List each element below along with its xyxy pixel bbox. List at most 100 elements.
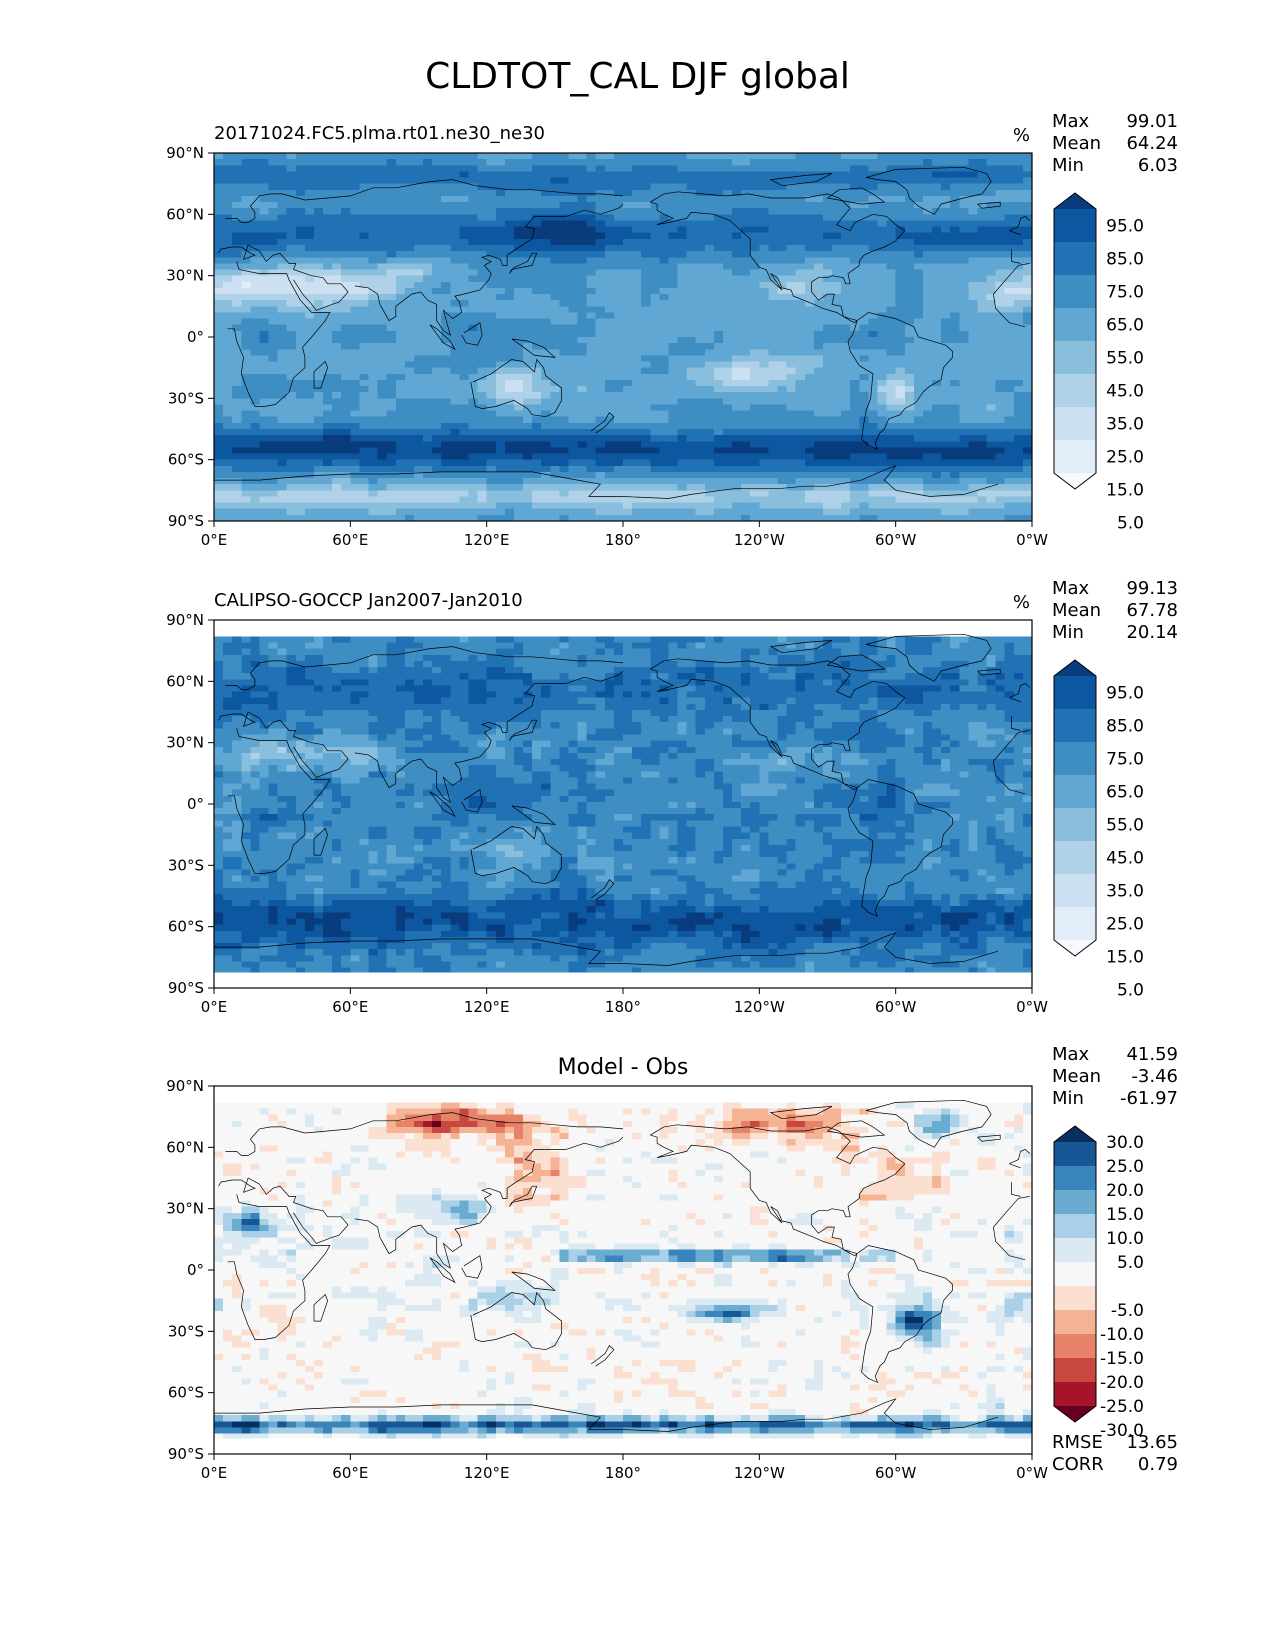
heatmap-cell (1004, 189, 1015, 197)
heatmap-cell (550, 392, 560, 399)
heatmap-cell (804, 324, 815, 332)
heatmap-cell (432, 232, 442, 240)
heatmap-cell (695, 318, 706, 326)
heatmap-cell (523, 453, 533, 461)
heatmap-cell (968, 355, 979, 363)
heatmap-cell (350, 343, 361, 350)
heatmap-cell (504, 251, 515, 258)
heatmap-cell (532, 294, 542, 301)
heatmap-cell (513, 263, 524, 271)
heatmap-cell (868, 159, 879, 166)
heatmap-cell (250, 183, 261, 191)
heatmap-cell (241, 177, 251, 185)
heatmap-cell (268, 202, 279, 209)
heatmap-cell (632, 153, 642, 160)
heatmap-cell (722, 165, 733, 172)
heatmap-cell (604, 251, 615, 258)
heatmap-cell (350, 478, 361, 485)
heatmap-cell (804, 441, 815, 448)
heatmap-cell (1022, 165, 1033, 172)
heatmap-cell (613, 232, 624, 240)
heatmap-cell (450, 306, 460, 314)
heatmap-cell (268, 361, 279, 369)
heatmap-cell (832, 312, 842, 320)
heatmap-cell (759, 386, 770, 393)
heatmap-cell (559, 214, 570, 222)
heatmap-cell (922, 183, 933, 191)
heatmap-cell (786, 471, 797, 479)
heatmap-cell (313, 343, 324, 350)
heatmap-cell (795, 238, 806, 246)
heatmap-cell (768, 447, 779, 455)
heatmap-cell (1004, 257, 1015, 264)
heatmap-cell (559, 281, 570, 289)
heatmap-cell (677, 484, 688, 491)
heatmap-cell (959, 294, 969, 301)
heatmap-cell (350, 355, 361, 363)
heatmap-cell (450, 471, 460, 479)
heatmap-cell (550, 257, 560, 264)
heatmap-cell (223, 220, 233, 228)
heatmap-cell (595, 324, 606, 332)
heatmap-cell (641, 422, 651, 430)
heatmap-cell (922, 195, 933, 203)
heatmap-cell (432, 410, 442, 418)
heatmap-cell (241, 379, 251, 387)
heatmap-cell (450, 404, 460, 412)
heatmap-cell (932, 484, 942, 491)
heatmap-cell (541, 306, 551, 314)
heatmap-cell (223, 373, 233, 381)
heatmap-cell (377, 165, 388, 172)
heatmap-cell (604, 287, 615, 295)
heatmap-cell (877, 306, 888, 314)
heatmap-cell (759, 410, 770, 418)
heatmap-cell (741, 208, 751, 215)
heatmap-cell (232, 429, 242, 436)
heatmap-cell (904, 379, 915, 387)
heatmap-cell (795, 453, 806, 461)
heatmap-cell (932, 153, 942, 160)
heatmap-cell (913, 202, 924, 209)
heatmap-cell (995, 171, 1006, 179)
heatmap-cell (959, 447, 969, 455)
heatmap-cell (750, 379, 760, 387)
heatmap-cell (877, 367, 888, 375)
heatmap-cell (986, 404, 997, 412)
heatmap-cell (413, 263, 424, 271)
heatmap-cell (886, 232, 897, 240)
heatmap-cell (841, 263, 851, 271)
heatmap-cell (468, 386, 479, 393)
heatmap-cell (214, 281, 224, 289)
heatmap-cell (559, 404, 570, 412)
heatmap-cell (423, 416, 433, 424)
heatmap-cell (977, 398, 988, 406)
heatmap-cell (850, 435, 860, 442)
heatmap-cell (859, 318, 869, 326)
heatmap-cell (259, 416, 270, 424)
heatmap-cell (732, 478, 742, 485)
heatmap-cell (486, 324, 497, 332)
heatmap-cell (650, 232, 660, 240)
heatmap-cell (895, 300, 906, 307)
heatmap-cell (523, 490, 533, 498)
heatmap-cell (468, 330, 479, 338)
heatmap-cell (1004, 306, 1015, 314)
heatmap-cell (423, 208, 433, 215)
heatmap-cell (832, 367, 842, 375)
heatmap-cell (850, 214, 860, 222)
heatmap-cell (332, 355, 342, 363)
heatmap-cell (513, 195, 524, 203)
heatmap-cell (623, 287, 633, 295)
heatmap-cell (595, 171, 606, 179)
heatmap-cell (986, 306, 997, 314)
heatmap-cell (768, 429, 779, 436)
heatmap-cell (468, 349, 479, 356)
heatmap-cell (650, 294, 660, 301)
heatmap-cell (913, 447, 924, 455)
heatmap-cell (350, 214, 361, 222)
heatmap-cell (986, 281, 997, 289)
heatmap-cell (441, 195, 451, 203)
heatmap-cell (214, 471, 224, 479)
heatmap-cell (804, 257, 815, 264)
heatmap-cell (432, 349, 442, 356)
